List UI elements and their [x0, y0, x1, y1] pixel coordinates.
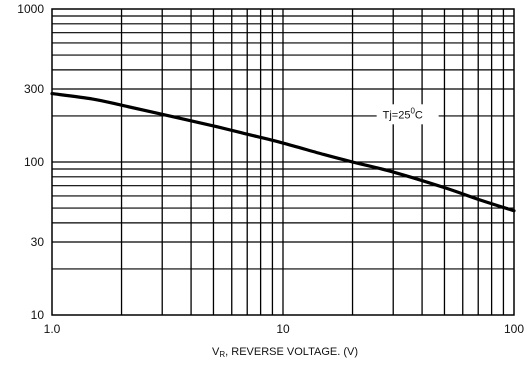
x-axis-title-sub: R	[219, 350, 225, 359]
y-tick-labels: 10 30 100 300 1000	[17, 2, 44, 322]
y-tick-label: 30	[31, 235, 45, 249]
y-tick-label: 10	[31, 308, 45, 322]
data-series	[50, 91, 516, 213]
y-tick-label: 300	[24, 82, 44, 96]
x-tick-label: 10	[276, 322, 290, 336]
x-tick-labels: 1.0 10 100	[44, 322, 525, 336]
x-axis-title-main: V	[212, 346, 220, 358]
annotation-background	[376, 104, 439, 125]
y-tick-label: 100	[24, 155, 44, 169]
x-tick-label: 100	[504, 322, 524, 336]
annotation: Tj=250C	[376, 104, 439, 125]
plot-frame	[51, 8, 515, 316]
annotation-unit: C	[415, 109, 423, 121]
annotation-text: Tj=250C	[383, 106, 423, 121]
x-tick-label: 1.0	[44, 322, 61, 336]
annotation-main: Tj=25	[383, 109, 411, 121]
annotation-superscript: 0	[410, 106, 415, 115]
y-tick-label: 1000	[17, 2, 44, 16]
series-line-0	[50, 91, 516, 213]
x-axis-title-rest: , REVERSE VOLTAGE. (V)	[225, 346, 358, 358]
x-axis-title: VR, REVERSE VOLTAGE. (V)	[212, 346, 358, 359]
